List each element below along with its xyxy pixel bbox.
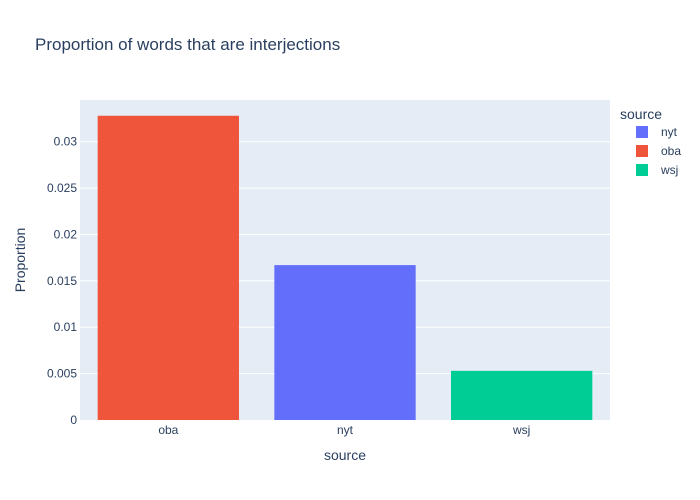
x-axis-title: source [324, 447, 366, 463]
y-tick-label: 0.025 [47, 181, 77, 195]
legend-swatch [636, 145, 648, 157]
legend-title: source [620, 106, 662, 122]
y-tick-label: 0.005 [47, 367, 77, 381]
legend-swatch [636, 126, 648, 138]
y-tick-label: 0.01 [54, 320, 78, 334]
x-tick-label: oba [158, 423, 178, 437]
bar-wsj[interactable] [451, 370, 593, 420]
x-axis-ticks: oba nyt wsj [158, 423, 530, 437]
legend-item-oba[interactable]: oba [636, 144, 681, 158]
legend-label: nyt [661, 125, 678, 139]
x-tick-label: nyt [337, 423, 354, 437]
y-tick-label: 0 [70, 413, 77, 427]
legend-label: wsj [660, 163, 678, 177]
legend-swatch [636, 164, 648, 176]
bar-oba[interactable] [97, 115, 240, 420]
y-tick-label: 0.03 [54, 135, 78, 149]
y-tick-label: 0.02 [54, 227, 78, 241]
legend[interactable]: source nyt oba wsj [620, 106, 681, 177]
bars [97, 115, 593, 420]
y-tick-label: 0.015 [47, 274, 77, 288]
bar-nyt[interactable] [274, 265, 416, 420]
legend-item-wsj[interactable]: wsj [636, 163, 678, 177]
chart-title: Proportion of words that are interjectio… [35, 35, 340, 54]
y-axis-title: Proportion [12, 228, 28, 293]
legend-label: oba [661, 144, 681, 158]
legend-item-nyt[interactable]: nyt [636, 125, 678, 139]
x-tick-label: wsj [512, 423, 530, 437]
y-axis-ticks: 0 0.005 0.01 0.015 0.02 0.025 0.03 [47, 135, 77, 427]
